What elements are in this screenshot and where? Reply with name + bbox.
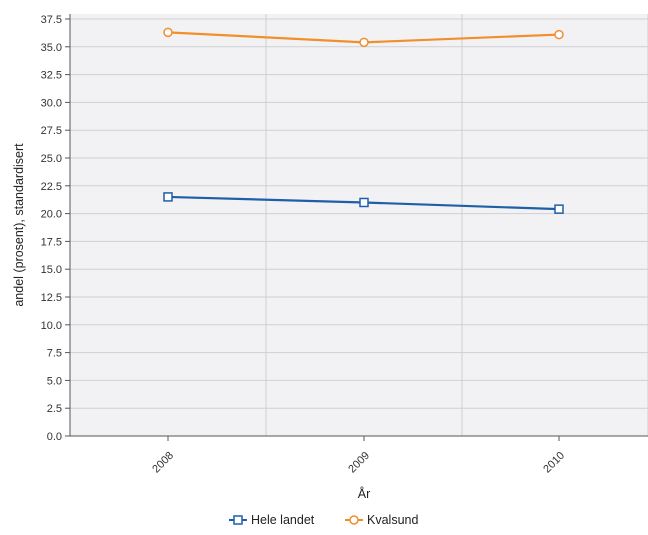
y-tick-label: 27.5	[41, 125, 62, 137]
data-point[interactable]	[359, 197, 369, 208]
y-tick-label: 2.5	[47, 403, 62, 415]
plot-area	[70, 14, 648, 436]
data-point[interactable]	[163, 27, 173, 38]
data-point[interactable]	[554, 29, 564, 40]
data-point[interactable]	[359, 37, 369, 48]
data-point[interactable]	[163, 192, 173, 202]
x-tick-label: 2009	[346, 450, 372, 476]
y-tick-label: 15.0	[41, 264, 62, 276]
y-axis-title: andel (prosent), standardisert	[12, 143, 26, 307]
legend-item-label[interactable]: Kvalsund	[367, 513, 418, 527]
y-tick-label: 35.0	[41, 42, 62, 54]
y-tick-label: 17.5	[41, 236, 62, 248]
y-tick-label: 37.5	[41, 14, 62, 26]
y-tick-label: 5.0	[47, 375, 62, 387]
x-axis-title: År	[358, 486, 371, 501]
legend-marker-square-icon	[233, 515, 243, 525]
y-tick-label: 22.5	[41, 181, 62, 193]
y-tick-label: 10.0	[41, 320, 62, 332]
y-tick-label: 32.5	[41, 70, 62, 82]
x-tick-label: 2008	[150, 450, 176, 476]
data-point[interactable]	[554, 204, 564, 214]
y-tick-label: 30.0	[41, 97, 62, 109]
legend-marker-circle-icon	[349, 515, 359, 525]
y-tick-label: 7.5	[47, 348, 62, 360]
y-tick-label: 25.0	[41, 153, 62, 165]
x-tick-label: 2010	[541, 450, 567, 476]
y-tick-label: 20.0	[41, 209, 62, 221]
legend-item-label[interactable]: Hele landet	[251, 513, 315, 527]
y-tick-label: 12.5	[41, 292, 62, 304]
y-tick-label: 0.0	[47, 431, 62, 443]
